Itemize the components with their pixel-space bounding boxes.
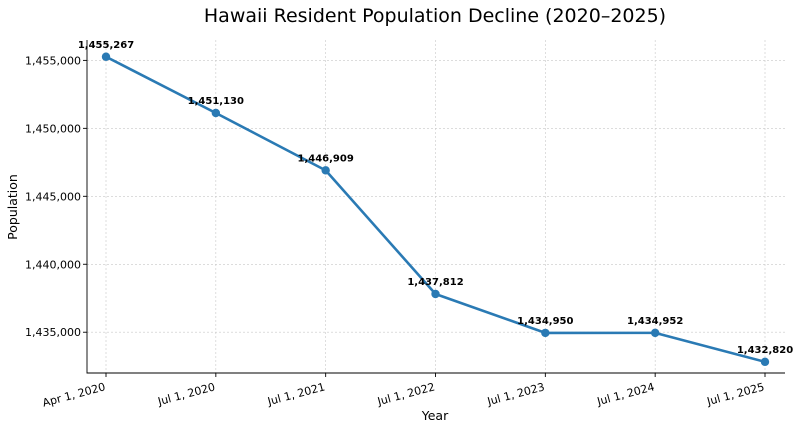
data-label: 1,432,820 [737,345,793,356]
grid [87,40,785,373]
data-point [101,52,111,61]
data-label: 1,434,952 [627,316,683,327]
data-point [321,166,330,175]
axes: 1,435,000 1,440,000 1,445,000 1,450,000 1,45… [25,40,785,410]
y-tick-label: 1,455,000 [25,54,81,67]
series-line [101,52,770,367]
chart-title: Hawaii Resident Population Decline (2020… [204,5,666,27]
y-tick-label: 1,440,000 [25,258,81,271]
x-tick-label: Jul 1, 2022 [375,380,436,408]
data-point [650,328,660,338]
y-tick-label: 1,450,000 [25,122,81,135]
data-labels: 1,455,267 1,451,130 1,446,909 1,437,812 1,43… [78,40,793,356]
data-point [431,289,440,299]
data-label: 1,446,909 [298,153,354,164]
axis-spines [86,40,785,374]
data-label: 1,455,267 [78,40,134,51]
x-tick-label: Jul 1, 2024 [595,380,656,408]
data-label: 1,451,130 [188,96,244,107]
x-tick-label: Apr 1, 2020 [41,380,107,409]
x-tick-label: Jul 1, 2025 [705,380,766,408]
x-tick-label: Jul 1, 2021 [265,380,326,408]
data-point [760,357,770,367]
x-axis-label: Year [421,408,449,423]
data-point [541,328,550,338]
data-label: 1,437,812 [407,277,463,288]
y-tick-label: 1,435,000 [25,326,81,339]
data-label: 1,434,950 [517,316,573,327]
data-point [211,108,221,118]
y-axis-label: Population [5,174,20,240]
y-tick-label: 1,445,000 [25,190,81,203]
x-tick-label: Jul 1, 2020 [156,380,217,408]
x-tick-label: Jul 1, 2023 [485,380,546,408]
